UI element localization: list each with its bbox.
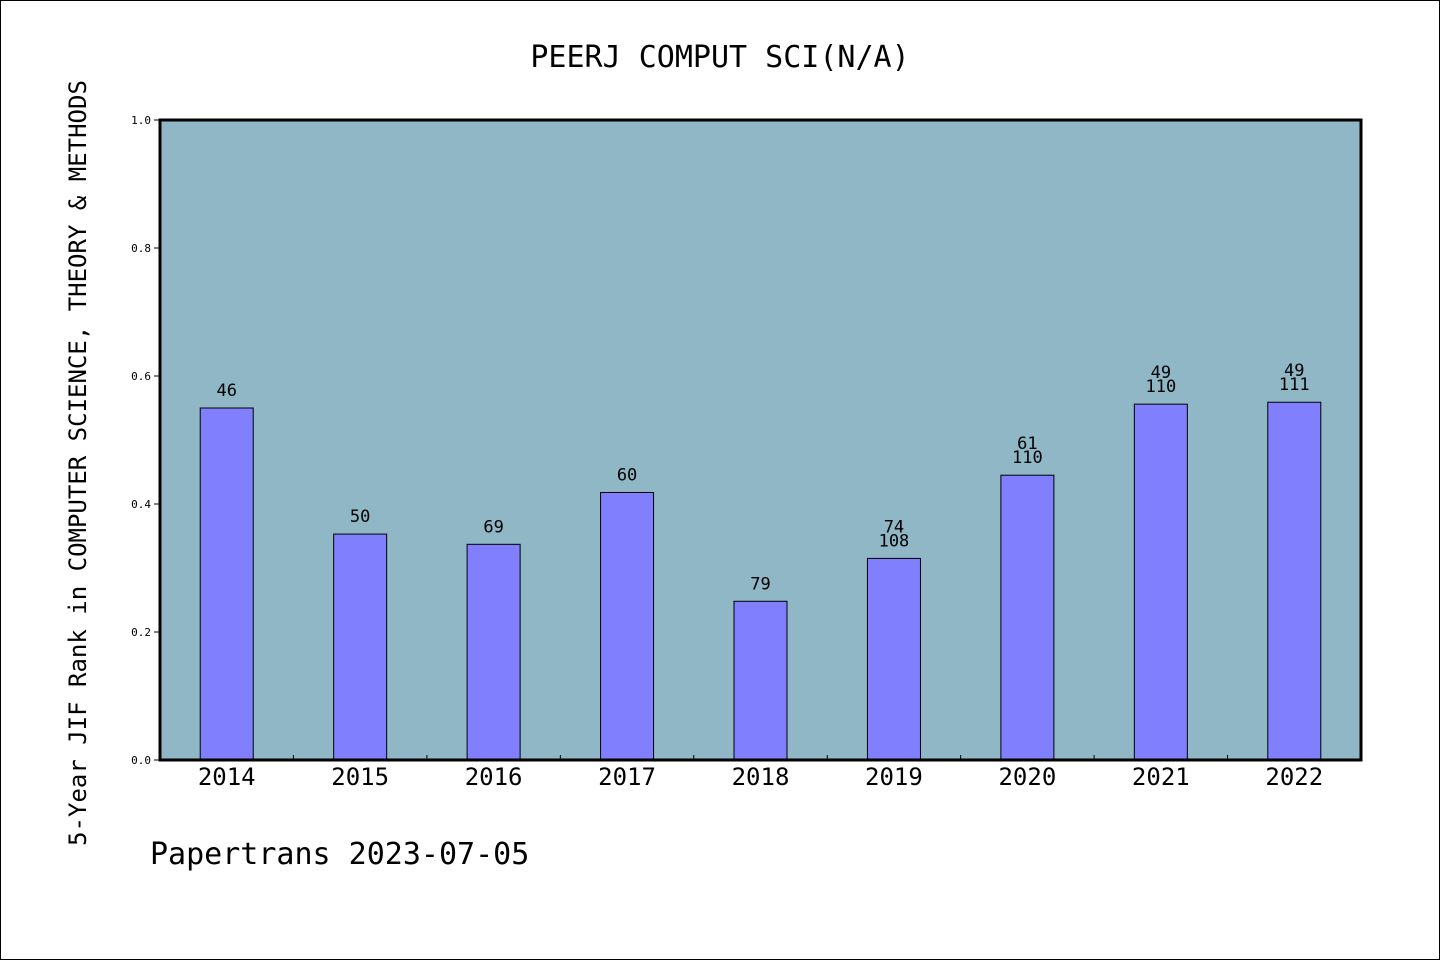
x-tick-label-2021: 2021 [1132, 763, 1190, 791]
data-label-2020-0: 61 [1017, 434, 1037, 454]
y-tick-label-0.8: 0.8 [131, 242, 151, 255]
data-label-2022-1: 111 [1279, 375, 1310, 395]
y-tick-label-0.4: 0.4 [131, 498, 151, 511]
x-tick-label-2016: 2016 [465, 763, 523, 791]
data-label-2017-0: 60 [617, 465, 637, 485]
bar-2021 [1133, 403, 1188, 761]
data-label-2015-0: 50 [350, 507, 370, 527]
bar-2022 [1267, 401, 1322, 761]
y-axis-label: 5-Year JIF Rank in COMPUTER SCIENCE, THE… [64, 80, 92, 846]
bar-2016 [466, 543, 521, 761]
x-tick-label-2019: 2019 [865, 763, 923, 791]
data-label-2020-1: 110 [1012, 448, 1043, 468]
bars-layer [199, 401, 1322, 761]
bar-2017 [600, 491, 655, 761]
data-label-2021-0: 49 [1151, 363, 1171, 383]
bar-2014 [199, 407, 254, 761]
plot-border [158, 118, 1363, 762]
y-ticks-layer: 0.0 0.2 0.4 0.6 0.8 1.0 [131, 114, 160, 767]
data-label-2014-0: 46 [216, 381, 236, 401]
x-tick-label-2017: 2017 [598, 763, 656, 791]
y-tick-label-1.0: 1.0 [131, 114, 151, 127]
x-tick-label-2014: 2014 [198, 763, 256, 791]
x-tick-label-2015: 2015 [331, 763, 389, 791]
data-label-2016-0: 69 [483, 517, 503, 537]
x-ticks-layer: 2014 2015 2016 2017 2018 2019 2020 2021 2022 [198, 755, 1323, 791]
footer-credit: Papertrans 2023-07-05 [150, 837, 529, 872]
x-tick-label-2022: 2022 [1265, 763, 1323, 791]
data-label-2019-1: 108 [879, 531, 910, 551]
chart-title: PEERJ COMPUT SCI(N/A) [530, 40, 909, 75]
y-tick-label-0.0: 0.0 [131, 754, 151, 767]
bar-2018 [733, 600, 788, 761]
x-tick-label-2018: 2018 [732, 763, 790, 791]
bar-2015 [333, 533, 388, 761]
data-label-2022-0: 49 [1284, 361, 1304, 381]
y-tick-label-0.6: 0.6 [131, 370, 151, 383]
data-label-2021-1: 110 [1145, 377, 1176, 397]
data-label-2018-0: 79 [750, 574, 770, 594]
bar-2020 [1000, 474, 1055, 761]
bar-2019 [866, 557, 921, 761]
data-label-2019-0: 74 [884, 517, 904, 537]
x-tick-label-2020: 2020 [998, 763, 1056, 791]
y-tick-label-0.2: 0.2 [131, 626, 151, 639]
